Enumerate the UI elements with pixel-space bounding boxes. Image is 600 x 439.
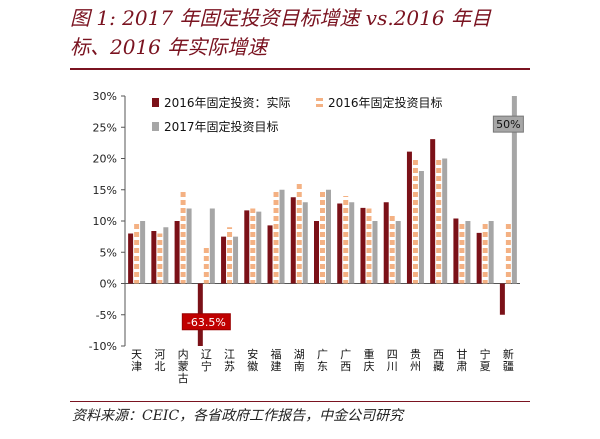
x-tick-label: 辽宁 <box>201 348 212 373</box>
data-label: 50% <box>496 118 520 131</box>
bar-actual-13 <box>430 139 436 284</box>
y-tick-label: 30% <box>93 90 117 103</box>
x-tick-label: 天津 <box>131 348 142 373</box>
bar-target2016-15 <box>482 221 488 284</box>
legend-swatch-target2017 <box>152 122 159 131</box>
bar-target2017-2 <box>186 208 192 284</box>
bar-target2016-2 <box>180 189 186 284</box>
x-tick-label: 甘肃 <box>456 348 467 373</box>
source-rule <box>70 401 530 402</box>
bar-target2017-9 <box>349 202 355 284</box>
bar-target2017-12 <box>418 171 424 284</box>
bar-actual-16 <box>499 283 505 315</box>
bar-actual-7 <box>290 197 296 284</box>
x-tick-label: 湖南 <box>294 348 305 373</box>
bar-actual-1 <box>151 231 157 284</box>
bar-actual-8 <box>314 221 319 284</box>
bar-actual-15 <box>476 232 482 284</box>
x-tick-label: 新疆 <box>503 347 514 373</box>
legend-label-target2016: 2016年固定投资目标 <box>328 95 443 110</box>
bar-target2016-10 <box>366 208 372 284</box>
bar-actual-14 <box>453 218 459 284</box>
x-tick-label: 重庆 <box>363 347 374 373</box>
bar-target2017-4 <box>233 236 239 284</box>
x-tick-label: 宁夏 <box>480 347 491 373</box>
y-tick-label: -5% <box>96 309 117 322</box>
bar-target2016-11 <box>389 214 395 284</box>
data-label-box <box>492 115 524 133</box>
y-tick-label: 0% <box>100 278 117 291</box>
bar-target2016-4 <box>227 227 233 284</box>
bar-target2017-1 <box>163 227 169 284</box>
x-tick-label: 内蒙古 <box>178 347 189 385</box>
chart-title-line-1: 图 1: 2017 年固定投资目标增速 vs.2016 年目 <box>70 6 491 30</box>
bar-actual-6 <box>267 225 273 284</box>
bar-actual-4 <box>221 236 227 284</box>
legend-swatch-target2016 <box>316 98 323 107</box>
bar-target2017-16 <box>511 96 517 284</box>
bar-target2017-3 <box>209 208 215 284</box>
bar-target2017-13 <box>442 158 448 284</box>
bar-target2016-13 <box>436 158 442 284</box>
bar-target2016-16 <box>505 221 511 284</box>
bar-actual-2 <box>174 221 180 284</box>
bar-actual-0 <box>128 233 134 284</box>
chart-title-line-2: 标、2016 年实际增速 <box>70 35 268 59</box>
bar-target2017-10 <box>372 221 378 284</box>
bar-actual-9 <box>337 203 343 284</box>
bar-target2016-5 <box>250 208 256 284</box>
data-label: -63.5% <box>187 316 226 329</box>
x-tick-label: 西藏 <box>433 348 444 373</box>
bar-target2017-0 <box>140 221 146 284</box>
bar-actual-5 <box>244 210 250 284</box>
bar-actual-12 <box>406 151 412 284</box>
chart-title: 图 1: 2017 年固定投资目标增速 vs.2016 年目 标、2016 年实… <box>70 4 540 62</box>
bar-target2017-7 <box>302 202 308 284</box>
x-tick-label: 贵州 <box>410 348 421 373</box>
y-tick-label: 10% <box>93 215 117 228</box>
bar-target2016-0 <box>134 221 140 284</box>
y-tick-label: 15% <box>93 184 117 197</box>
x-tick-label: 广东 <box>317 348 328 373</box>
x-tick-label: 广西 <box>340 348 351 373</box>
bar-target2017-11 <box>395 221 401 284</box>
bar-target2017-15 <box>488 221 494 284</box>
bar-target2016-1 <box>157 233 163 284</box>
x-tick-label: 四川 <box>387 348 398 373</box>
bar-actual-10 <box>360 207 366 284</box>
bar-target2016-12 <box>412 158 418 284</box>
bar-target2016-8 <box>320 189 325 284</box>
y-tick-label: 20% <box>93 153 117 166</box>
y-tick-label: 5% <box>100 246 117 259</box>
source-note: 资料来源：CEIC，各省政府工作报告，中金公司研究 <box>72 408 404 424</box>
bar-target2017-14 <box>465 221 471 284</box>
y-tick-label: -10% <box>89 340 117 353</box>
x-tick-label: 河北 <box>154 348 165 373</box>
y-tick-label: 25% <box>93 121 117 134</box>
bar-actual-11 <box>383 202 389 284</box>
legend-swatch-actual <box>152 98 159 107</box>
bar-target2016-3 <box>203 246 209 284</box>
bar-target2016-6 <box>273 189 279 284</box>
bar-target2016-7 <box>296 183 302 284</box>
bar-target2016-9 <box>343 196 349 284</box>
x-tick-label: 江苏 <box>224 348 235 373</box>
bar-target2017-6 <box>279 189 285 284</box>
legend-label-actual: 2016年固定投资：实际 <box>164 95 291 110</box>
data-label-box <box>181 313 231 331</box>
title-rule <box>70 68 530 70</box>
legend-label-target2017: 2017年固定投资目标 <box>164 119 279 134</box>
bar-target2016-14 <box>459 221 465 284</box>
x-tick-label: 福建 <box>271 347 282 373</box>
bar-target2017-5 <box>256 211 262 284</box>
bar-target2017-8 <box>326 189 331 284</box>
x-tick-label: 安徽 <box>247 347 258 373</box>
